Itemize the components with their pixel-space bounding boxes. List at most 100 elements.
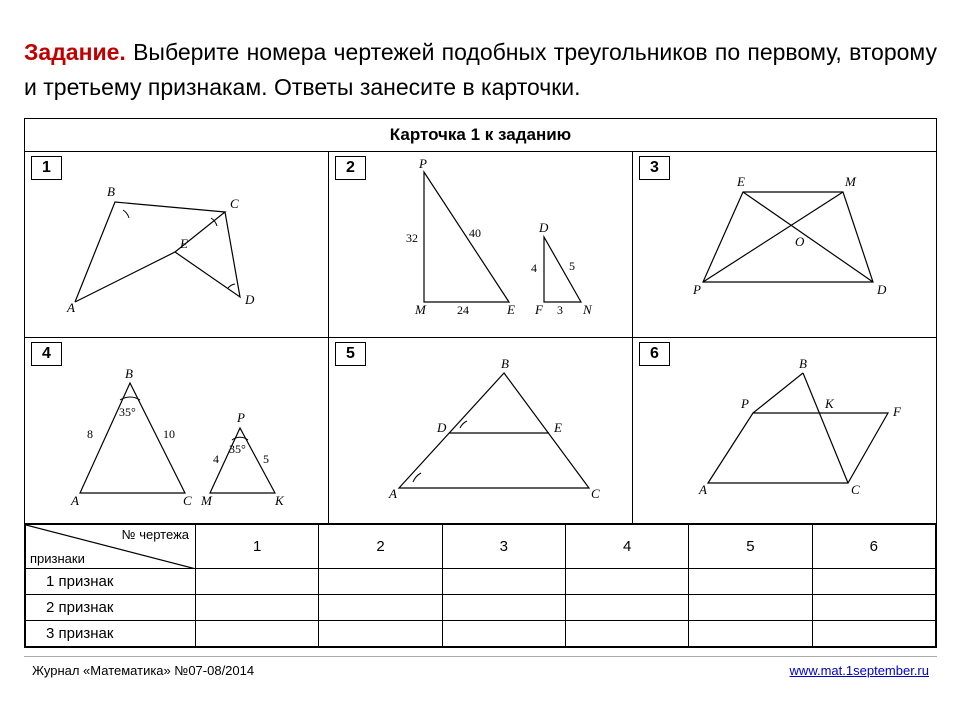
ans-2-3[interactable]: [442, 595, 565, 621]
footer: Журнал «Математика» №07-08/2014 www.mat.…: [24, 656, 937, 682]
svg-text:B: B: [107, 184, 115, 199]
svg-text:35°: 35°: [119, 405, 136, 419]
svg-text:10: 10: [163, 427, 175, 441]
svg-text:B: B: [501, 356, 509, 371]
svg-text:M: M: [200, 493, 213, 508]
ans-1-6[interactable]: [812, 569, 935, 595]
answer-table: № чертежа признаки 1 2 3 4 5 6 1 признак: [25, 524, 936, 647]
svg-text:3: 3: [557, 303, 563, 317]
ans-1-1[interactable]: [196, 569, 319, 595]
ans-3-3[interactable]: [442, 621, 565, 647]
figure-2-svg: P M E 32 40 24 D F N 4 5 3: [329, 152, 629, 332]
col-1: 1: [196, 525, 319, 569]
ans-2-5[interactable]: [689, 595, 812, 621]
ans-3-6[interactable]: [812, 621, 935, 647]
ans-3-5[interactable]: [689, 621, 812, 647]
figure-cell-1: 1 A B C D E: [25, 152, 329, 338]
svg-text:M: M: [414, 302, 427, 317]
svg-text:P: P: [418, 156, 427, 171]
footer-left: Журнал «Математика» №07-08/2014: [32, 663, 254, 678]
svg-text:K: K: [824, 396, 835, 411]
card-title: Карточка 1 к заданию: [25, 119, 937, 152]
ans-1-2[interactable]: [319, 569, 442, 595]
svg-text:24: 24: [457, 303, 469, 317]
svg-text:4: 4: [531, 261, 537, 275]
svg-text:E: E: [506, 302, 515, 317]
col-4: 4: [565, 525, 688, 569]
svg-text:4: 4: [213, 452, 219, 466]
task-text: Задание. Выберите номера чертежей подобн…: [24, 35, 937, 104]
task-label: Задание.: [24, 39, 126, 65]
svg-text:F: F: [534, 302, 544, 317]
ans-2-2[interactable]: [319, 595, 442, 621]
figure-3-svg: E M P D O: [633, 152, 933, 332]
row-3-label: 3 признак: [26, 621, 196, 647]
svg-text:D: D: [538, 220, 549, 235]
figure-5-svg: B A C D E: [329, 338, 629, 518]
svg-text:C: C: [851, 482, 860, 497]
col-5: 5: [689, 525, 812, 569]
ans-3-2[interactable]: [319, 621, 442, 647]
ans-2-1[interactable]: [196, 595, 319, 621]
ans-1-4[interactable]: [565, 569, 688, 595]
svg-text:A: A: [388, 486, 397, 501]
ans-2-4[interactable]: [565, 595, 688, 621]
svg-text:B: B: [125, 366, 133, 381]
ans-3-1[interactable]: [196, 621, 319, 647]
svg-text:D: D: [244, 292, 255, 307]
svg-text:40: 40: [469, 226, 481, 240]
figure-cell-2: 2 P M E 32 40 24 D F N 4 5: [329, 152, 633, 338]
svg-text:A: A: [66, 300, 75, 315]
answer-header-diag: № чертежа признаки: [26, 525, 196, 569]
svg-text:C: C: [591, 486, 600, 501]
svg-text:35°: 35°: [229, 442, 246, 456]
svg-text:5: 5: [263, 452, 269, 466]
svg-text:M: M: [844, 174, 857, 189]
svg-text:P: P: [236, 410, 245, 425]
svg-text:A: A: [698, 482, 707, 497]
cell-number-1: 1: [31, 156, 62, 180]
svg-text:E: E: [179, 236, 188, 251]
ans-3-4[interactable]: [565, 621, 688, 647]
svg-text:D: D: [436, 420, 447, 435]
svg-text:C: C: [183, 493, 192, 508]
cell-number-2: 2: [335, 156, 366, 180]
ans-1-3[interactable]: [442, 569, 565, 595]
col-6: 6: [812, 525, 935, 569]
footer-link[interactable]: www.mat.1september.ru: [790, 663, 929, 678]
svg-text:E: E: [553, 420, 562, 435]
svg-text:P: P: [740, 396, 749, 411]
figure-cell-4: 4 B A C 8 10 35° P M K 4: [25, 338, 329, 524]
row-2-label: 2 признак: [26, 595, 196, 621]
svg-text:K: K: [274, 493, 285, 508]
svg-text:32: 32: [406, 231, 418, 245]
svg-text:F: F: [892, 404, 902, 419]
svg-text:P: P: [692, 282, 701, 297]
col-3: 3: [442, 525, 565, 569]
cell-number-5: 5: [335, 342, 366, 366]
svg-text:A: A: [70, 493, 79, 508]
svg-text:5: 5: [569, 259, 575, 273]
figure-cell-3: 3 E M P D O: [633, 152, 937, 338]
svg-text:N: N: [582, 302, 593, 317]
figure-4-svg: B A C 8 10 35° P M K 4 5 35°: [25, 338, 325, 518]
ans-2-6[interactable]: [812, 595, 935, 621]
svg-text:D: D: [876, 282, 887, 297]
figure-cell-6: 6 B P K F A C: [633, 338, 937, 524]
cell-number-4: 4: [31, 342, 62, 366]
ans-1-5[interactable]: [689, 569, 812, 595]
cell-number-6: 6: [639, 342, 670, 366]
figure-6-svg: B P K F A C: [633, 338, 933, 518]
svg-text:B: B: [799, 356, 807, 371]
card-table: Карточка 1 к заданию 1 A B C D: [24, 118, 937, 648]
task-body: Выберите номера чертежей подобных треуго…: [24, 39, 937, 100]
svg-text:C: C: [230, 196, 239, 211]
row-1-label: 1 признак: [26, 569, 196, 595]
cell-number-3: 3: [639, 156, 670, 180]
svg-text:8: 8: [87, 427, 93, 441]
figure-1-svg: A B C D E: [25, 152, 325, 332]
svg-text:E: E: [736, 174, 745, 189]
col-2: 2: [319, 525, 442, 569]
svg-text:O: O: [795, 234, 805, 249]
figure-cell-5: 5 B A C D E: [329, 338, 633, 524]
